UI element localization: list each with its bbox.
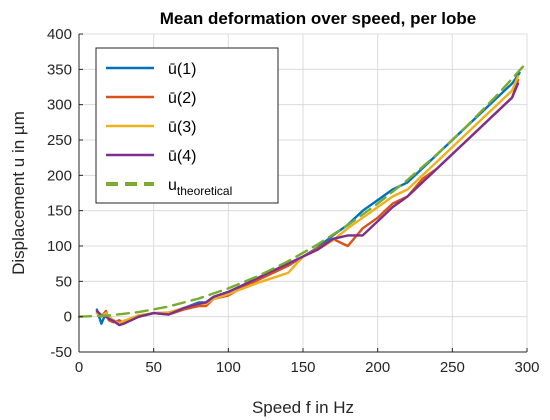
y-tick-label: 0 xyxy=(64,309,72,326)
y-tick-label: -50 xyxy=(50,344,72,361)
legend: ū(1) ū(2) ū(3) ū(4) utheoretical xyxy=(95,47,279,204)
x-tick-label: 250 xyxy=(440,359,465,376)
y-tick-label: 100 xyxy=(47,238,72,255)
y-tick-label: 150 xyxy=(47,203,72,220)
x-tick-label: 50 xyxy=(145,359,162,376)
x-tick-label: 100 xyxy=(216,359,241,376)
series-line-5 xyxy=(77,61,529,318)
chart-title: Mean deformation over speed, per lobe xyxy=(160,9,476,28)
y-tick-label: 350 xyxy=(47,61,72,78)
y-tick-label: 250 xyxy=(47,132,72,149)
legend-label-4: ū(4) xyxy=(168,148,196,165)
legend-label-5: utheoretical xyxy=(168,177,232,198)
series-line-4 xyxy=(95,82,520,327)
y-tick-label: 400 xyxy=(47,26,72,43)
axis-layer: 0 50 100 150 200 250 300-500501001502002503003… xyxy=(47,26,540,376)
legend-label-3: ū(3) xyxy=(168,119,196,136)
y-tick-label: 50 xyxy=(55,273,72,290)
x-tick-label: 200 xyxy=(365,359,390,376)
series-layer xyxy=(77,61,529,327)
y-tick-label: 200 xyxy=(47,167,72,184)
series-line-3 xyxy=(95,75,520,325)
legend-label-2: ū(2) xyxy=(168,90,196,107)
x-tick-label: 150 xyxy=(290,359,315,376)
y-tick-label: 300 xyxy=(47,97,72,114)
y-axis-label: Displacement u in µm xyxy=(9,111,28,275)
legend-label-1: ū(1) xyxy=(168,61,196,78)
x-axis-label: Speed f in Hz xyxy=(252,398,354,417)
x-tick-label: 0 xyxy=(75,359,83,376)
x-tick-label: 300 xyxy=(514,359,539,376)
